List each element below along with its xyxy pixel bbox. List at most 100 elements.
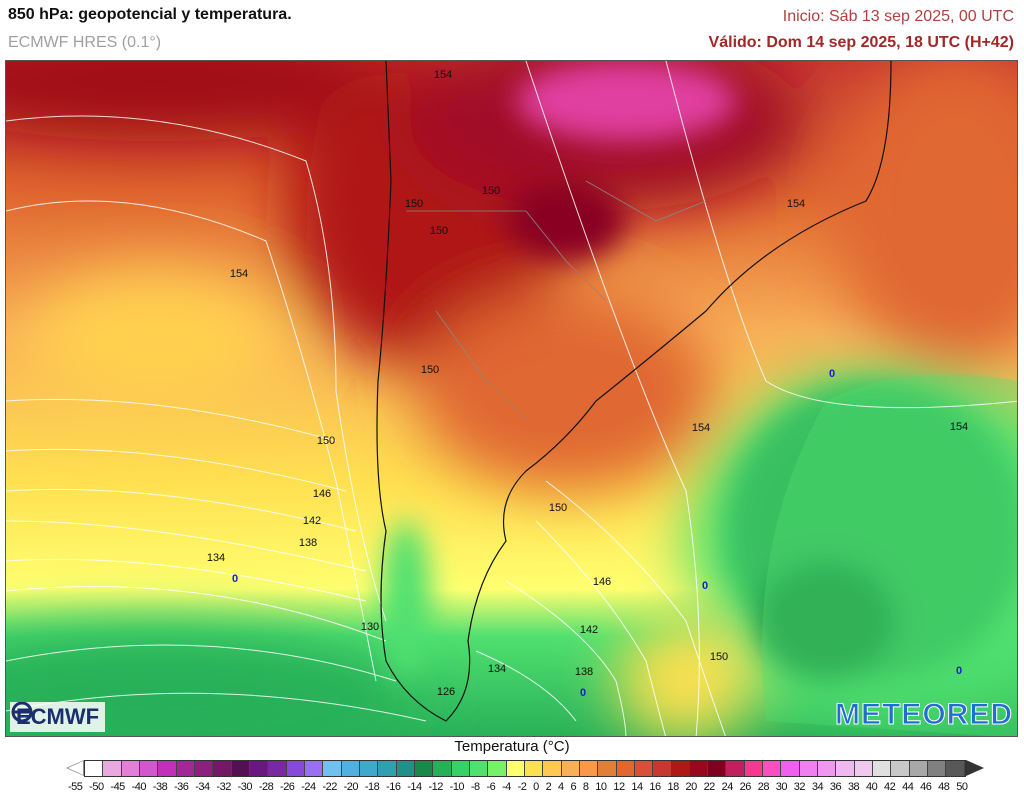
colorbar-swatch	[634, 761, 654, 776]
colorbar-tick: -14	[407, 781, 422, 793]
colorbar-swatch	[689, 761, 709, 776]
colorbar-swatch	[781, 761, 800, 776]
colorbar-tick: 48	[938, 781, 950, 793]
zero-isotherm-label: 0	[231, 573, 239, 585]
contour-label: 134	[206, 552, 226, 564]
contour-label: 150	[481, 185, 501, 197]
colorbar-swatch	[818, 761, 837, 776]
colorbar-swatch	[286, 761, 305, 776]
contour-label: 150	[709, 651, 729, 663]
colorbar-max-arrow	[966, 760, 984, 776]
colorbar-tick: 20	[685, 781, 698, 793]
colorbar-swatch	[359, 761, 379, 776]
colorbar-swatch	[433, 761, 452, 776]
temperature-field	[6, 61, 1017, 736]
colorbar-swatch	[891, 761, 910, 776]
colorbar-swatch	[158, 761, 177, 776]
colorbar-swatch	[304, 761, 324, 776]
colorbar-tick: -16	[386, 781, 401, 793]
colorbar-swatch	[763, 761, 782, 776]
colorbar-tick: -8	[470, 781, 480, 793]
weather-map[interactable]: 154 150 150 150 150 154 154 150 146 142 …	[5, 60, 1018, 737]
colorbar-tick: -38	[152, 781, 168, 793]
colorbar-tick: -34	[195, 781, 210, 793]
colorbar-tick: 38	[847, 781, 860, 793]
colorbar-tick: 2	[545, 781, 552, 793]
colorbar-swatch	[488, 761, 507, 776]
contour-label: 150	[429, 225, 449, 237]
colorbar-tick: 12	[613, 781, 625, 793]
colorbar-tick: -20	[343, 781, 359, 793]
colorbar-tick: -6	[486, 781, 496, 793]
colorbar-swatch	[598, 761, 617, 776]
colorbar-tick: 14	[631, 781, 643, 793]
colorbar-swatch	[909, 761, 929, 776]
colorbar-swatch	[249, 761, 269, 776]
colorbar-tick: 50	[956, 781, 968, 793]
contour-label: 138	[298, 537, 318, 549]
colorbar-swatch	[378, 761, 397, 776]
colorbar-tick: 36	[829, 781, 842, 793]
coastline	[376, 61, 892, 722]
contour-label: 150	[548, 502, 568, 514]
colorbar-swatch	[836, 761, 855, 776]
colorbar-tick: -18	[364, 781, 380, 793]
colorbar-tick: -45	[110, 781, 125, 793]
colorbar-swatch	[341, 761, 360, 776]
contour-label: 138	[574, 666, 594, 678]
contour-label: 146	[592, 576, 612, 588]
colorbar-tick: 22	[703, 781, 716, 793]
ecmwf-logo: ECMWF	[10, 702, 106, 732]
colorbar-swatch	[268, 761, 287, 776]
colorbar-swatch	[616, 761, 635, 776]
contour-label: 146	[312, 488, 332, 500]
colorbar-swatch	[469, 761, 489, 776]
colorbar-tick: -28	[258, 781, 274, 793]
colorbar-tick: 24	[721, 781, 734, 793]
colorbar-tick: 16	[649, 781, 661, 793]
chart-title: 850 hPa: geopotencial y temperatura.	[8, 6, 292, 23]
colorbar-tick: -2	[517, 781, 527, 793]
colorbar-swatch	[854, 761, 874, 776]
colorbar-tick: -12	[428, 781, 443, 793]
colorbar-swatch	[451, 761, 470, 776]
colorbar-swatch	[194, 761, 214, 776]
colorbar-tick: 42	[884, 781, 896, 793]
colorbar-swatch	[121, 761, 140, 776]
ecmwf-logo-icon	[11, 702, 33, 722]
valid-time: Válido: Dom 14 sep 2025, 18 UTC (H+42)	[708, 34, 1014, 51]
colorbar-swatch	[708, 761, 727, 776]
temperature-colorbar	[84, 760, 966, 777]
init-time: Inicio: Sáb 13 sep 2025, 00 UTC	[782, 8, 1014, 25]
colorbar-swatch	[176, 761, 195, 776]
contour-label: 154	[786, 198, 806, 210]
colorbar-swatch	[139, 761, 159, 776]
colorbar-swatch	[213, 761, 232, 776]
contour-label: 134	[487, 663, 507, 675]
colorbar-tick: -50	[89, 781, 104, 793]
colorbar-tick: 4	[558, 781, 564, 793]
colorbar-swatch	[85, 761, 104, 776]
contour-label: 150	[404, 198, 424, 210]
contour-label: 142	[302, 515, 322, 527]
colorbar-tick: 10	[595, 781, 607, 793]
colorbar-swatch	[506, 761, 525, 776]
colorbar-swatch	[561, 761, 580, 776]
colorbar-tick: -24	[301, 781, 316, 793]
colorbar-tick: 40	[865, 781, 878, 793]
colorbar-tick: 34	[811, 781, 824, 793]
colorbar-swatch	[231, 761, 250, 776]
contour-label: 154	[949, 421, 969, 433]
colorbar-tick: -30	[237, 781, 253, 793]
colorbar-swatch	[671, 761, 690, 776]
colorbar-title: Temperatura (°C)	[454, 738, 570, 755]
colorbar-swatch	[524, 761, 544, 776]
colorbar-swatch	[323, 761, 342, 776]
colorbar-min-arrow	[66, 760, 84, 776]
meteored-logo: METEORED	[834, 698, 1013, 732]
colorbar-swatch	[653, 761, 672, 776]
colorbar-tick: 30	[775, 781, 788, 793]
colorbar-tick: -36	[174, 781, 189, 793]
contour-label: 150	[316, 435, 336, 447]
colorbar-swatch	[928, 761, 947, 776]
